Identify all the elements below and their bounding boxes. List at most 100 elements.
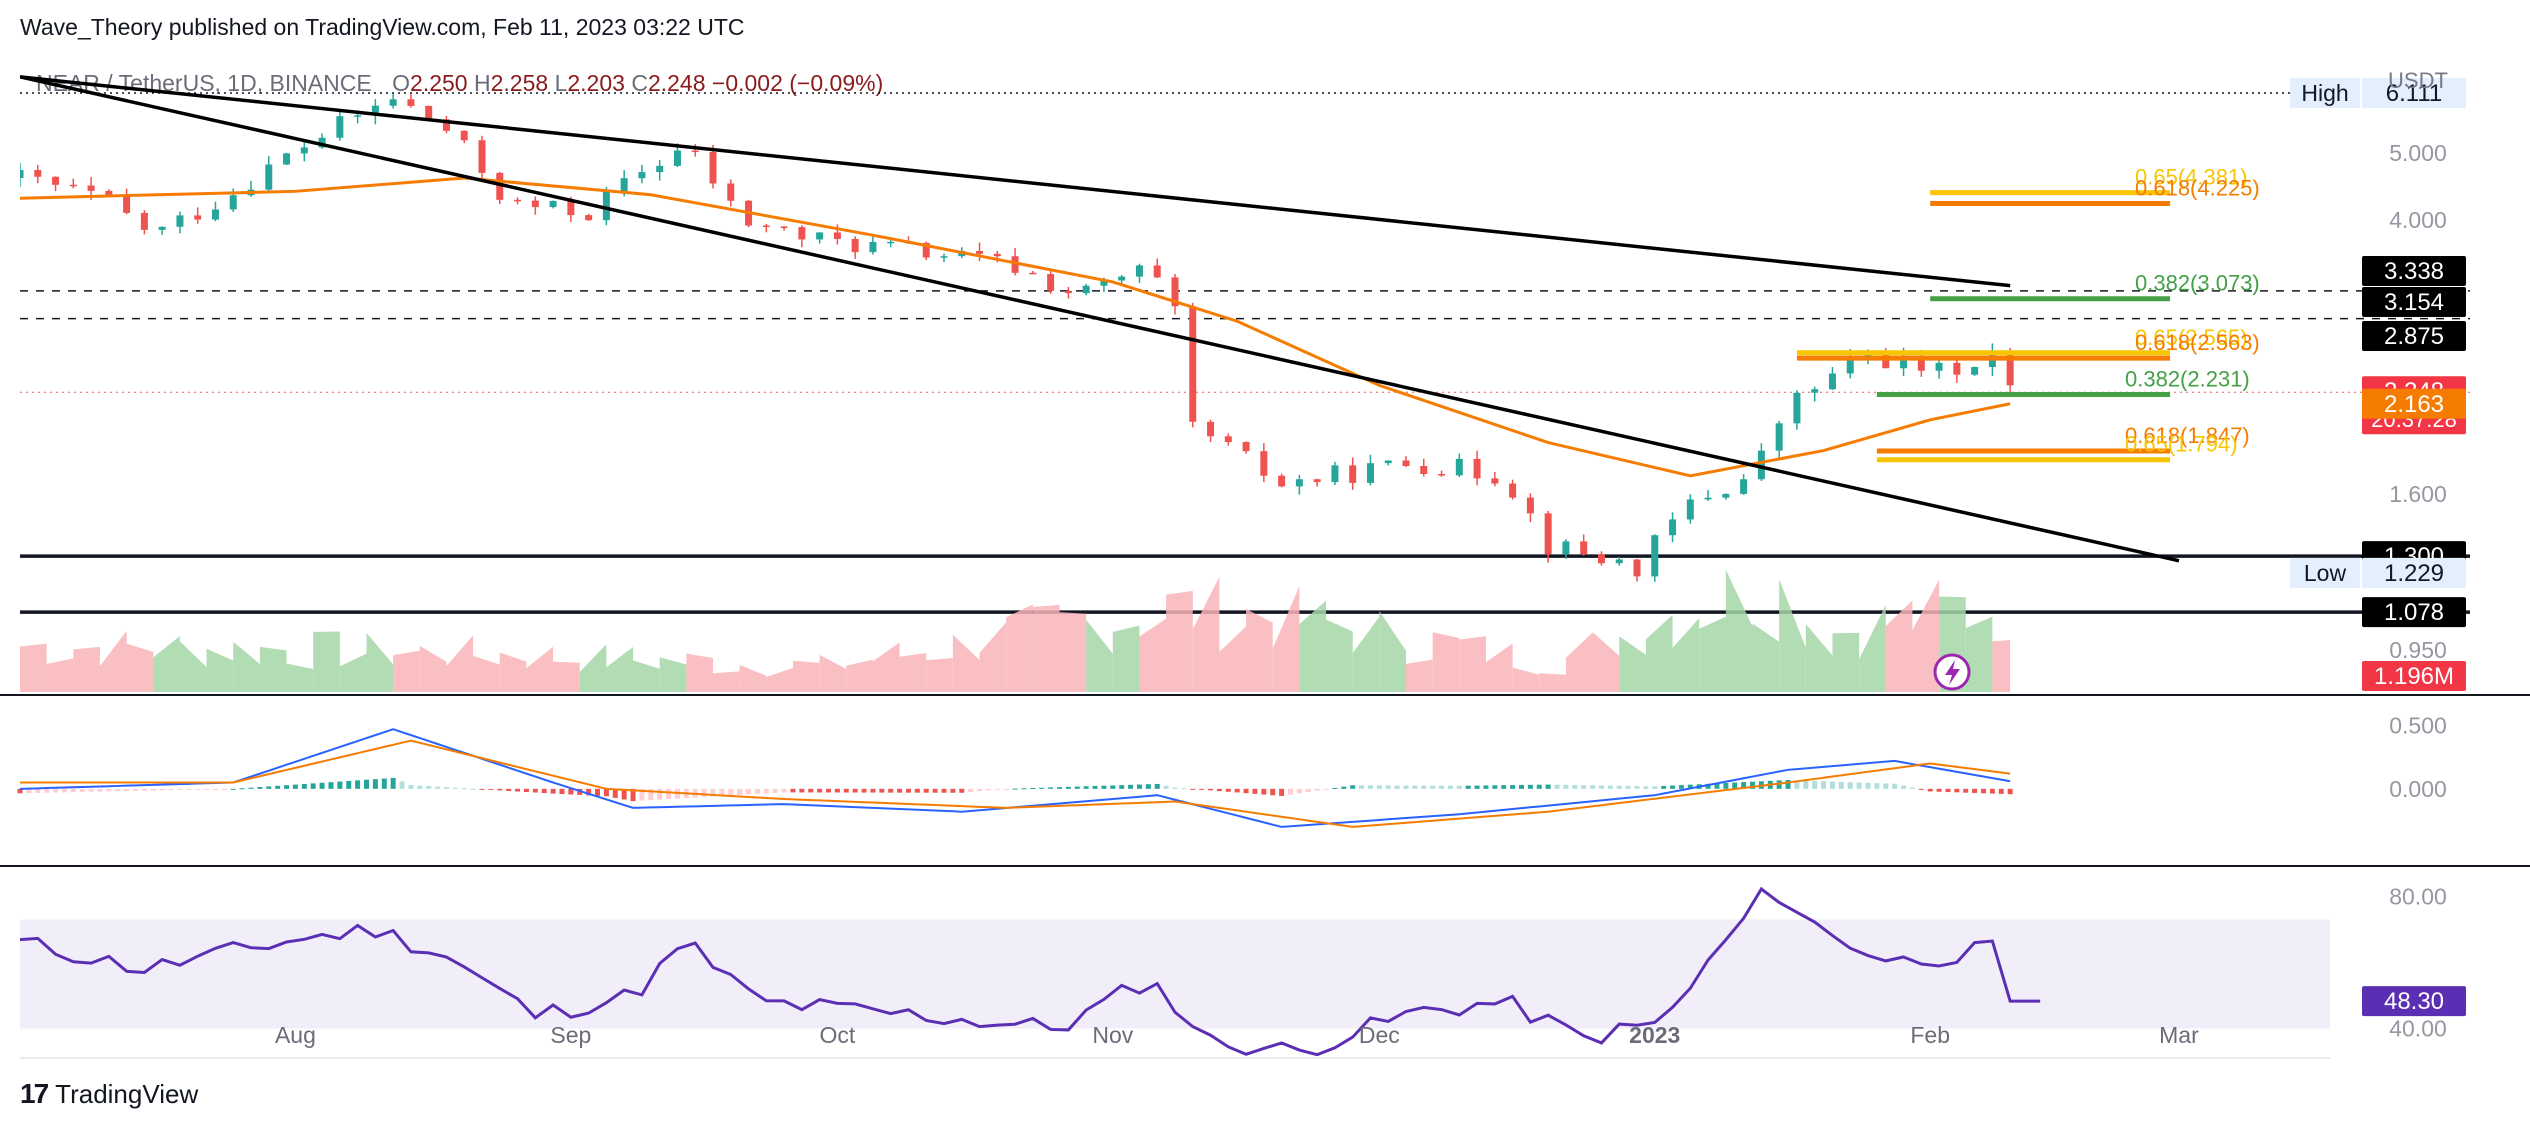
- fib-level-label: 0.65(2.565): [2135, 325, 2248, 350]
- candle: [2006, 347, 2014, 394]
- volume-area-segment: [473, 655, 500, 692]
- candle: [780, 225, 788, 231]
- macd-histogram-bar: [301, 783, 307, 789]
- candle-body: [69, 184, 77, 187]
- candle: [727, 179, 735, 207]
- macd-histogram-bar: [319, 782, 325, 789]
- macd-histogram-bar: [1714, 783, 1720, 789]
- macd-histogram-bar: [630, 788, 636, 802]
- candle-body: [1686, 499, 1694, 520]
- volume-area-segment: [1592, 632, 1620, 692]
- candle: [194, 207, 202, 224]
- candle-body: [549, 200, 557, 208]
- candle: [1135, 263, 1143, 283]
- candle-body: [1971, 367, 1979, 375]
- close-value: 2.248: [647, 70, 706, 96]
- macd-histogram-bar: [1181, 788, 1187, 790]
- fib-level-label: 0.618(4.225): [2135, 175, 2260, 200]
- candle: [1295, 474, 1303, 495]
- candle-body: [602, 191, 610, 221]
- candle-body: [1366, 463, 1374, 483]
- volume-tag: 1.196M: [2362, 661, 2466, 691]
- volume-area-segment: [313, 631, 340, 692]
- macd-histogram-bar: [959, 788, 965, 793]
- candle: [336, 110, 344, 141]
- candle-body: [1669, 519, 1677, 536]
- macd-histogram-bar: [443, 787, 449, 789]
- volume-area-segment: [1965, 616, 1993, 692]
- macd-histogram-bar: [1812, 780, 1818, 789]
- macd-histogram-bar: [168, 788, 174, 791]
- candle-body: [1491, 478, 1499, 484]
- macd-histogram-bar: [1590, 785, 1596, 789]
- candle: [602, 186, 610, 226]
- lightning-icon[interactable]: [1933, 653, 1971, 691]
- volume-area-segment: [1539, 673, 1566, 692]
- macd-histogram-bar: [452, 787, 458, 789]
- macd-histogram-bar: [1216, 788, 1222, 792]
- candle: [887, 239, 895, 248]
- candle-body: [460, 130, 468, 141]
- publication-caption: Wave_Theory published on TradingView.com…: [20, 14, 745, 40]
- macd-histogram-bar: [1918, 788, 1924, 790]
- volume-area-segment: [1139, 618, 1167, 692]
- price-chart[interactable]: 0.65(4.381)0.618(4.225) 0.382(3.073) 0.65(…: [0, 0, 2530, 1070]
- candle: [34, 165, 42, 184]
- candle: [496, 171, 504, 205]
- macd-histogram-bar: [763, 788, 769, 794]
- candle-body: [1295, 479, 1303, 487]
- candle-body: [1633, 559, 1641, 577]
- macd-histogram-bar: [968, 788, 974, 792]
- volume-area-segment: [1086, 619, 1113, 692]
- candle: [798, 225, 806, 248]
- price-tag-note: High: [2301, 80, 2348, 106]
- candle-body: [229, 195, 237, 210]
- rsi-tag: 48.30: [2362, 986, 2466, 1017]
- rsi-axis-label: 80.00: [2389, 883, 2447, 909]
- macd-histogram-bar: [35, 788, 41, 793]
- macd-histogram-bar: [719, 788, 725, 796]
- candle-body: [1207, 421, 1215, 437]
- candle: [1509, 479, 1517, 500]
- volume-area-segment: [446, 635, 474, 692]
- candle-body: [709, 152, 717, 184]
- price-axis-label: 0.950: [2389, 637, 2447, 663]
- macd-histogram-bar: [1421, 785, 1427, 789]
- macd-histogram-bar: [1030, 788, 1036, 790]
- candle: [1171, 274, 1179, 315]
- macd-histogram-bar: [1474, 785, 1480, 789]
- macd-histogram-bar: [53, 788, 59, 793]
- macd-histogram-bar: [621, 788, 627, 800]
- candle-body: [1171, 277, 1179, 307]
- macd-histogram-bar: [941, 788, 947, 793]
- macd-histogram-bar: [115, 788, 121, 792]
- macd-histogram-bar: [888, 788, 894, 793]
- candle: [1402, 455, 1410, 468]
- candle-body: [478, 140, 486, 173]
- candle-body: [194, 215, 202, 220]
- trendline[interactable]: [20, 75, 2011, 288]
- macd-histogram-bar: [772, 788, 778, 793]
- high-label: H: [473, 70, 491, 96]
- price-tag-2-163: 2.163: [2362, 388, 2466, 419]
- macd-histogram-bar: [861, 788, 867, 793]
- macd-histogram-bar: [337, 781, 343, 789]
- candle-body: [123, 195, 131, 213]
- candle: [1438, 470, 1446, 477]
- price-tag-box: [2362, 287, 2466, 317]
- macd-histogram-bar: [497, 788, 503, 791]
- candle-body: [887, 241, 895, 244]
- trendline[interactable]: [20, 75, 2180, 563]
- price-axis-label: 4.000: [2389, 207, 2447, 233]
- time-axis-label: Oct: [819, 1022, 855, 1048]
- candle-body: [2006, 351, 2014, 386]
- volume-area-segment: [1832, 632, 1860, 692]
- candle: [1544, 510, 1552, 563]
- candle: [123, 188, 131, 215]
- fib-level-label: 0.65(1.794): [2125, 432, 2238, 457]
- candle-body: [1473, 458, 1481, 479]
- candle: [371, 98, 379, 125]
- candle: [1669, 512, 1677, 543]
- volume-area-segment: [1192, 576, 1220, 692]
- candle: [1740, 474, 1748, 495]
